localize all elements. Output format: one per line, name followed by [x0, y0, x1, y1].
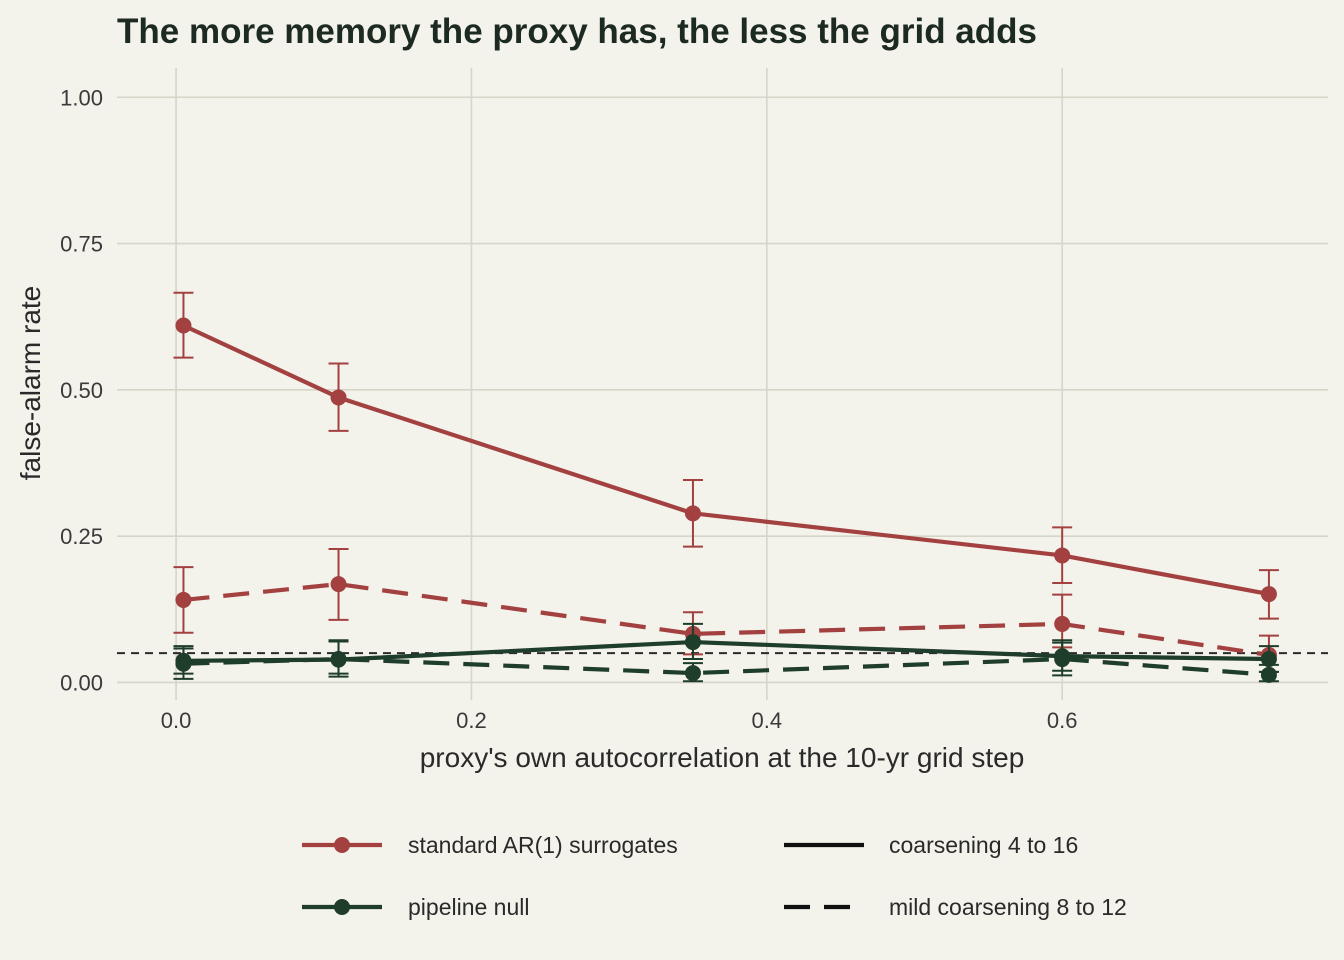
legend: standard AR(1) surrogates pipeline null co… — [302, 832, 1127, 920]
series-2 — [173, 622, 1279, 675]
data-point — [175, 591, 192, 608]
legend-key-method-1 — [302, 899, 382, 915]
data-point — [330, 576, 347, 593]
data-point — [1260, 666, 1277, 683]
data-point — [1260, 586, 1277, 603]
data-point — [175, 317, 192, 334]
legend-label: standard AR(1) surrogates — [408, 832, 678, 858]
data-point — [1054, 615, 1071, 632]
axes: 0.00 0.25 0.50 0.75 1.00 0.0 0.2 0.4 0.6 — [60, 85, 1077, 733]
legend-swatch-point — [334, 899, 350, 915]
data-point — [175, 652, 192, 669]
grid — [117, 68, 1328, 700]
series-line — [183, 582, 1270, 658]
data-point — [1054, 648, 1071, 665]
data-point — [330, 389, 347, 406]
chart-title: The more memory the proxy has, the less … — [117, 12, 1037, 51]
y-tick-label: 1.00 — [60, 85, 103, 110]
series-0 — [173, 291, 1279, 620]
series-line — [182, 323, 1270, 597]
y-tick-label: 0.75 — [60, 232, 103, 257]
legend-swatch-point — [334, 837, 350, 853]
legend-label: mild coarsening 8 to 12 — [889, 894, 1127, 920]
legend-label: coarsening 4 to 16 — [889, 832, 1078, 858]
data-point — [330, 651, 347, 668]
data-point — [1054, 547, 1071, 564]
x-tick-label: 0.2 — [456, 708, 487, 733]
data-point — [684, 665, 701, 682]
x-tick-label: 0.4 — [752, 708, 783, 733]
y-axis-label: false-alarm rate — [15, 286, 46, 481]
data-point — [1260, 651, 1277, 668]
legend-label: pipeline null — [408, 894, 529, 920]
data-point — [684, 505, 701, 522]
legend-key-method-0 — [302, 837, 382, 853]
x-tick-label: 0.0 — [161, 708, 192, 733]
data-point — [684, 634, 701, 651]
x-axis-label: proxy's own autocorrelation at the 10-yr… — [420, 742, 1025, 773]
y-tick-label: 0.25 — [60, 524, 103, 549]
series-group — [173, 291, 1279, 683]
y-tick-label: 0.50 — [60, 378, 103, 403]
x-tick-label: 0.6 — [1047, 708, 1078, 733]
y-tick-label: 0.00 — [60, 670, 103, 695]
